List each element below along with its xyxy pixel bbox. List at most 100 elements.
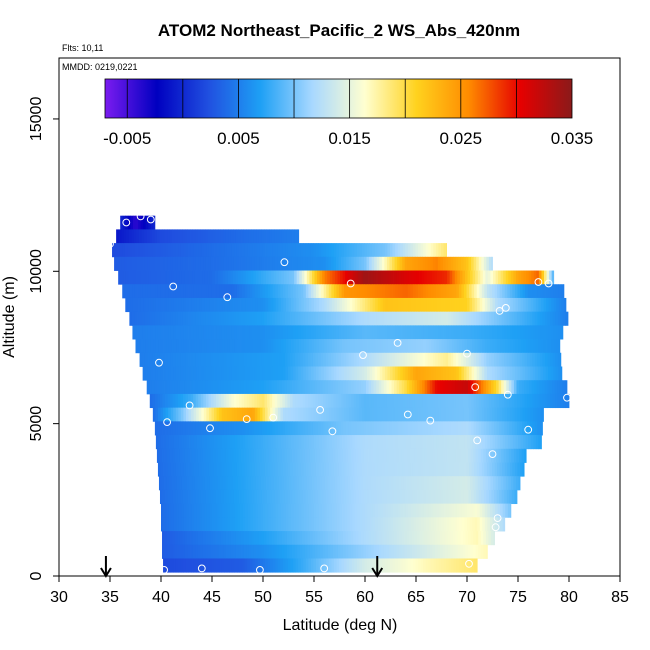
heatmap-cell <box>193 366 197 381</box>
heatmap-cell <box>357 270 361 285</box>
heatmap-cell <box>417 531 420 546</box>
heatmap-cell <box>497 517 501 532</box>
heatmap-cell <box>356 393 360 409</box>
heatmap-cell <box>462 476 466 491</box>
heatmap-cell <box>237 517 241 532</box>
heatmap-cell <box>258 229 262 244</box>
heatmap-cell <box>211 462 215 477</box>
heatmap-cell <box>518 339 521 354</box>
heatmap-cell <box>232 503 236 518</box>
heatmap-cell <box>259 407 263 422</box>
heatmap-cell <box>173 462 177 477</box>
heatmap-cell <box>166 270 170 285</box>
heatmap-cell <box>275 243 279 258</box>
heatmap-cell <box>421 270 425 285</box>
heatmap-cell <box>213 421 217 436</box>
heatmap-cell <box>251 531 255 546</box>
heatmap-cell <box>550 366 554 381</box>
heatmap-cell <box>312 256 316 271</box>
heatmap-cell <box>429 380 433 395</box>
heatmap-cell <box>170 421 174 436</box>
heatmap-cell <box>387 339 391 354</box>
heatmap-cell <box>416 270 420 285</box>
heatmap-cell <box>227 435 231 450</box>
heatmap-cell <box>303 284 307 299</box>
heatmap-cell <box>415 558 419 573</box>
heatmap-cell <box>151 380 155 395</box>
heatmap-cell <box>351 462 355 477</box>
heatmap-cell <box>463 311 467 326</box>
heatmap-cell <box>477 517 481 532</box>
heatmap-cell <box>502 462 506 477</box>
heatmap-cell <box>543 339 547 354</box>
heatmap-cell <box>376 489 380 505</box>
heatmap-cell <box>524 352 528 367</box>
heatmap-cell <box>221 489 225 505</box>
heatmap-cell <box>410 297 414 313</box>
heatmap-cell <box>293 243 297 258</box>
heatmap-cell <box>464 339 468 354</box>
heatmap-cell <box>495 476 499 491</box>
heatmap-cell <box>224 517 228 532</box>
heatmap-cell <box>343 352 347 367</box>
heatmap-cell <box>517 284 521 299</box>
heatmap-cell <box>412 352 416 367</box>
heatmap-cell <box>465 421 469 436</box>
heatmap-cell <box>369 407 373 422</box>
heatmap-cell <box>358 421 362 436</box>
heatmap-cell <box>312 531 316 546</box>
heatmap-cell <box>205 544 209 559</box>
heatmap-cell <box>416 503 419 518</box>
heatmap-cell <box>539 393 543 409</box>
heatmap-cell <box>557 352 561 367</box>
heatmap-cell <box>163 462 166 477</box>
heatmap-cell <box>326 558 330 573</box>
heatmap-cell <box>557 380 561 395</box>
heatmap-cell <box>398 476 402 491</box>
heatmap-cell <box>504 366 508 381</box>
heatmap-cell <box>520 339 524 354</box>
heatmap-cell <box>308 366 312 381</box>
heatmap-cell <box>421 503 425 518</box>
heatmap-cell <box>351 421 355 436</box>
heatmap-cell <box>351 352 355 367</box>
heatmap-cell <box>454 503 458 518</box>
heatmap-cell <box>371 393 375 409</box>
heatmap-cell <box>333 311 337 326</box>
heatmap-cell <box>298 243 302 258</box>
heatmap-cell <box>488 256 492 271</box>
heatmap-cell <box>227 270 231 285</box>
heatmap-cell <box>443 325 447 340</box>
heatmap-cell <box>242 503 246 518</box>
heatmap-cell <box>489 339 493 354</box>
heatmap-cell <box>316 503 320 518</box>
heatmap-cell <box>407 352 411 367</box>
heatmap-cell <box>307 393 311 409</box>
heatmap-cell <box>234 366 238 381</box>
heatmap-cell <box>336 435 340 450</box>
heatmap-cell <box>173 366 177 381</box>
heatmap-cell <box>249 325 253 340</box>
heatmap-cell <box>510 435 514 450</box>
heatmap-cell <box>475 448 479 463</box>
heatmap-cell <box>494 407 498 422</box>
heatmap-cell <box>504 393 508 409</box>
heatmap-cell <box>320 311 324 326</box>
heatmap-cell <box>427 311 431 326</box>
heatmap-cell <box>345 476 349 491</box>
heatmap-cell <box>555 352 559 367</box>
heatmap-cell <box>241 256 245 271</box>
heatmap-cell <box>198 421 202 436</box>
heatmap-cell <box>412 407 416 422</box>
heatmap-cell <box>366 393 370 409</box>
heatmap-cell <box>320 421 324 436</box>
heatmap-cell <box>397 284 401 299</box>
heatmap-cell <box>417 489 421 505</box>
heatmap-cell <box>555 284 559 299</box>
heatmap-cell <box>530 297 534 313</box>
heatmap-cell <box>281 544 285 559</box>
heatmap-cell <box>295 284 299 299</box>
heatmap-cell <box>201 325 205 340</box>
heatmap-cell <box>491 366 495 381</box>
heatmap-cell <box>345 380 349 395</box>
